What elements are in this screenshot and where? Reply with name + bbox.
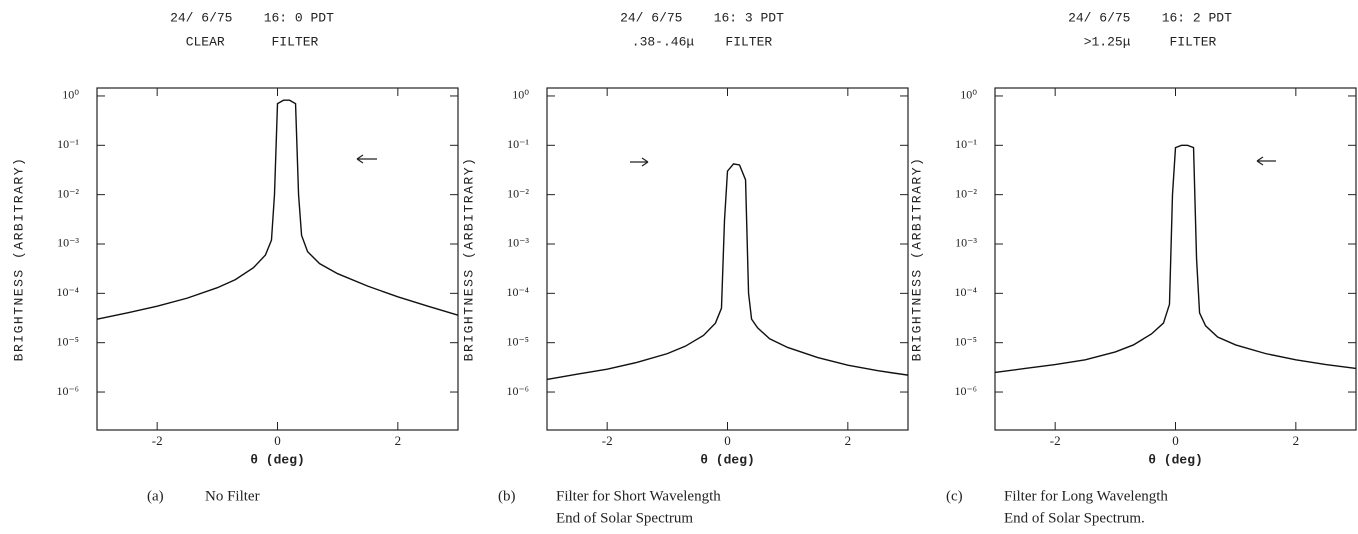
- y-tick-label: 10⁻²: [507, 186, 529, 200]
- caption-label: (b): [498, 488, 516, 504]
- chart-subtitle: .38-.46μ FILTER: [632, 34, 773, 49]
- y-tick-label: 10⁻¹: [955, 137, 977, 151]
- caption-line: End of Solar Spectrum.: [1004, 510, 1145, 526]
- plot-frame: [994, 87, 1357, 431]
- y-axis-label: BRIGHTNESS (ARBITRARY): [909, 157, 924, 362]
- caption-line: End of Solar Spectrum: [556, 510, 693, 526]
- x-tick-label: -2: [1050, 433, 1061, 448]
- y-tick-label: 10⁻³: [57, 236, 79, 250]
- y-tick-label: 10⁰: [960, 88, 977, 102]
- caption-line: Filter for Long Wavelength: [1004, 488, 1168, 504]
- y-tick-label: 10⁻⁴: [56, 285, 79, 299]
- x-axis-label: θ (deg): [700, 452, 755, 467]
- y-tick-label: 10⁰: [62, 88, 79, 102]
- curve: [994, 144, 1357, 374]
- y-tick-label: 10⁻³: [955, 236, 977, 250]
- curve: [96, 99, 459, 320]
- x-axis-label: θ (deg): [250, 452, 305, 467]
- y-tick-label: 10⁻⁵: [506, 334, 529, 348]
- x-tick-label: 2: [395, 433, 402, 448]
- y-tick-label: 10⁻⁴: [506, 285, 529, 299]
- x-tick-label: 0: [1172, 433, 1179, 448]
- x-tick-label: -2: [602, 433, 613, 448]
- y-tick-label: 10⁻¹: [507, 137, 529, 151]
- y-tick-label: 10⁰: [512, 88, 529, 102]
- caption-label: (c): [946, 488, 963, 504]
- y-tick-label: 10⁻⁵: [56, 334, 79, 348]
- y-tick-label: 10⁻²: [57, 186, 79, 200]
- x-tick-label: -2: [152, 433, 163, 448]
- curve: [546, 163, 909, 381]
- x-tick-label: 0: [274, 433, 281, 448]
- y-tick-label: 10⁻³: [507, 236, 529, 250]
- y-tick-label: 10⁻²: [955, 186, 977, 200]
- chart-subtitle: >1.25μ FILTER: [1084, 34, 1217, 49]
- plot-frame: [546, 87, 909, 431]
- y-tick-label: 10⁻¹: [57, 137, 79, 151]
- x-tick-label: 2: [845, 433, 852, 448]
- y-axis-label: BRIGHTNESS (ARBITRARY): [11, 157, 26, 362]
- y-tick-label: 10⁻⁴: [954, 285, 977, 299]
- chart-title: 24/ 6/75 16: 3 PDT: [620, 10, 784, 25]
- y-tick-label: 10⁻⁵: [954, 334, 977, 348]
- x-tick-label: 0: [724, 433, 731, 448]
- plot-frame: [96, 87, 459, 431]
- annotation-arrow: [356, 154, 1276, 167]
- chart-title: 24/ 6/75 16: 2 PDT: [1068, 10, 1232, 25]
- y-tick-label: 10⁻⁶: [954, 384, 977, 398]
- x-tick-label: 2: [1293, 433, 1300, 448]
- x-axis-label: θ (deg): [1148, 452, 1203, 467]
- chart-title: 24/ 6/75 16: 0 PDT: [170, 10, 334, 25]
- caption-line: Filter for Short Wavelength: [556, 488, 721, 504]
- y-tick-label: 10⁻⁶: [56, 384, 79, 398]
- chart-subtitle: CLEAR FILTER: [186, 34, 319, 49]
- caption-line: No Filter: [205, 488, 260, 504]
- caption-label: (a): [147, 488, 164, 504]
- y-axis-label: BRIGHTNESS (ARBITRARY): [461, 157, 476, 362]
- y-tick-label: 10⁻⁶: [506, 384, 529, 398]
